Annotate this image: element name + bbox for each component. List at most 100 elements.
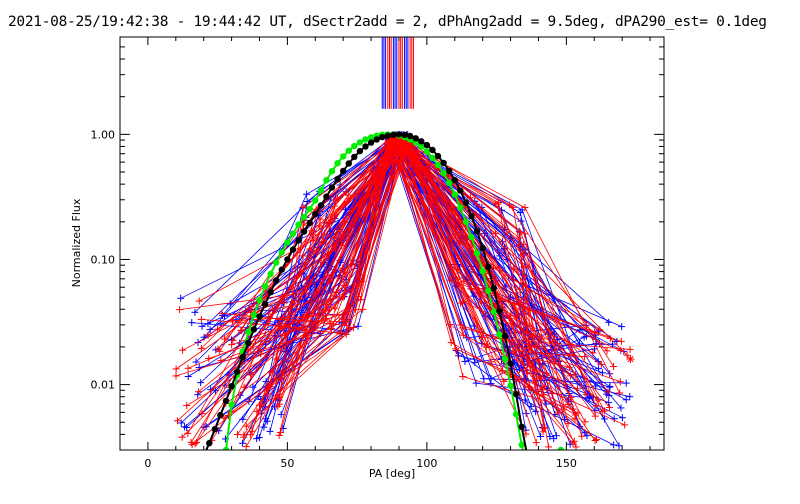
chart-title: 2021-08-25/19:42:38 - 19:44:42 UT, dSect…: [8, 14, 767, 30]
fit-point: [211, 426, 219, 433]
fit-point: [496, 307, 503, 315]
fit-point: [490, 308, 497, 315]
fit-point: [507, 360, 514, 367]
fit-point: [222, 397, 230, 405]
fit-point: [328, 168, 336, 175]
asterisk-marker: [627, 355, 634, 363]
fit-point: [541, 485, 547, 491]
fit-point: [228, 383, 235, 390]
fit-point: [557, 446, 564, 450]
fit-point: [234, 368, 241, 375]
fit-point: [390, 131, 397, 139]
fit-point: [278, 248, 285, 256]
fit-point: [423, 148, 431, 155]
fit-point: [356, 139, 364, 146]
fit-point: [446, 179, 453, 186]
fit-point: [418, 138, 425, 145]
fit-point: [323, 193, 330, 200]
fit-point: [479, 268, 486, 275]
fit-point: [245, 328, 252, 336]
fit-point: [512, 411, 520, 418]
fit-point: [367, 139, 375, 146]
fit-point: [429, 154, 436, 161]
fit-point: [267, 288, 274, 296]
x-tick-label: 150: [556, 457, 577, 470]
fit-point: [228, 401, 235, 408]
fit-point: [451, 191, 458, 198]
fit-point: [284, 239, 291, 246]
fit-point: [367, 134, 375, 141]
fit-point: [306, 219, 313, 227]
fit-point: [468, 212, 475, 220]
fit-point: [250, 326, 258, 333]
fit-point: [328, 184, 336, 191]
fit-point: [273, 259, 280, 266]
fit-point: [490, 284, 497, 292]
fit-point: [300, 228, 308, 235]
fit-point: [373, 136, 380, 143]
fit-point: [535, 455, 541, 461]
fit-point: [434, 152, 442, 160]
fit-point: [535, 488, 541, 494]
fit-point: [362, 136, 369, 143]
y-tick-label: 0.10: [91, 253, 116, 266]
fit-point: [501, 332, 509, 340]
fit-point: [434, 161, 442, 169]
fit-point: [295, 221, 302, 228]
ticks: 0 50 100 150 0.01 0.10 1.00: [91, 36, 664, 470]
fit-point: [295, 237, 302, 244]
fit-point: [267, 270, 274, 278]
fit-point: [446, 167, 453, 175]
y-tick-label: 1.00: [91, 128, 116, 141]
fit-point: [496, 331, 503, 338]
fit-point: [457, 204, 464, 211]
fit-point: [541, 453, 547, 459]
fit-point: [289, 246, 297, 253]
fit-point: [217, 411, 224, 419]
fit-point: [356, 147, 364, 155]
fit-point: [512, 390, 520, 398]
fit-point: [395, 131, 403, 138]
fit-point: [206, 440, 213, 447]
fit-point: [334, 160, 341, 167]
fit-point: [362, 143, 369, 150]
fit-point: [485, 287, 492, 294]
fit-point: [418, 143, 425, 150]
fit-point: [317, 202, 325, 209]
fit-curves: [205, 131, 564, 494]
fit-point: [289, 230, 297, 237]
fit-point: [340, 167, 347, 175]
fit-point: [401, 131, 408, 139]
fit-point: [351, 153, 358, 161]
fit-point: [284, 256, 291, 263]
fit-point: [312, 211, 319, 218]
fit-point: [423, 141, 431, 149]
fit-point: [334, 175, 341, 183]
fit-point: [278, 266, 285, 273]
fit-point: [250, 311, 258, 319]
fit-point: [530, 457, 536, 463]
fit-point: [546, 453, 552, 459]
fit-point: [412, 135, 419, 142]
fit-point: [306, 205, 313, 213]
fit-point: [406, 132, 414, 140]
fit-point: [518, 423, 525, 430]
fit-point: [317, 187, 325, 194]
fit-point: [451, 177, 458, 184]
fit-point: [440, 169, 447, 177]
fit-point: [222, 446, 230, 450]
fit-point: [518, 441, 525, 448]
fit-point: [507, 382, 514, 389]
y-tick-label: 0.01: [91, 379, 116, 392]
fit-point: [256, 296, 263, 304]
fit-point: [256, 313, 263, 320]
line-bundle: [172, 37, 635, 450]
x-tick-label: 0: [144, 457, 151, 470]
fit-point: [429, 146, 436, 154]
fit-point: [300, 213, 308, 221]
x-tick-label: 50: [280, 457, 294, 470]
plot-frame: [119, 36, 665, 451]
fit-point: [462, 199, 470, 206]
fit-point: [323, 177, 330, 184]
fit-point: [501, 355, 509, 363]
